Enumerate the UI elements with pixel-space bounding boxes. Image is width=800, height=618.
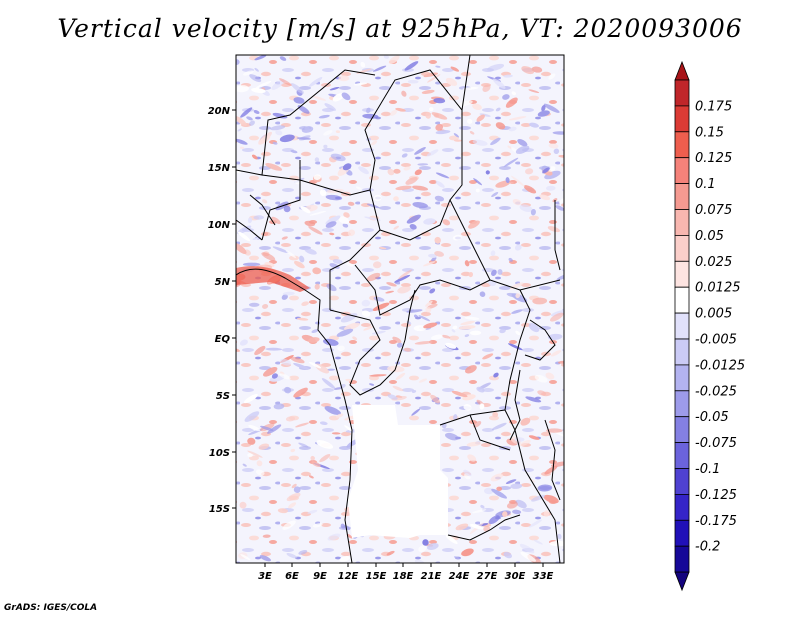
colorbar-segment	[674, 157, 690, 184]
colorbar-segment	[674, 519, 690, 547]
colorbar-label: 0.05	[695, 229, 724, 244]
x-tick-label: 33E	[533, 571, 554, 582]
colorbar-label: -0.05	[695, 410, 729, 425]
colorbar-label: -0.005	[695, 333, 737, 348]
x-tick-label: 3E	[258, 571, 272, 582]
colorbar-segment	[674, 545, 690, 573]
y-tick-label: 10S	[209, 448, 230, 459]
colorbar-label: -0.075	[695, 436, 737, 451]
colorbar-label: 0.0125	[695, 281, 741, 296]
colorbar-segment	[674, 338, 690, 366]
x-tick-label: 15E	[366, 571, 387, 582]
colorbar-segment	[674, 468, 690, 495]
colorbar-segment	[674, 312, 690, 340]
colorbar-segment	[674, 260, 690, 288]
colorbar-segment	[674, 183, 690, 210]
x-tick-label: 24E	[449, 571, 470, 582]
colorbar-label: 0.005	[695, 307, 732, 322]
y-tick-label: 15N	[208, 163, 231, 174]
colorbar-segment	[674, 131, 690, 159]
colorbar-segment	[674, 209, 690, 236]
colorbar-label: -0.2	[695, 540, 720, 555]
x-tick-label: 30E	[505, 571, 526, 582]
country-borders	[236, 55, 561, 563]
chart-title: Vertical velocity [m/s] at 925hPa, VT: 2…	[57, 14, 743, 43]
colorbar-segment	[674, 416, 690, 444]
colorbar-label: 0.075	[695, 203, 732, 218]
colorbar-label: -0.175	[695, 514, 737, 529]
map-frame	[235, 54, 565, 564]
colorbar-label: 0.15	[695, 125, 724, 140]
colorbar-label: 0.175	[695, 99, 732, 114]
y-tick-label: 10N	[208, 220, 231, 231]
colorbar-segment	[674, 105, 690, 133]
colorbar-label: -0.1	[695, 462, 720, 477]
x-tick-label: 21E	[421, 571, 442, 582]
y-tick-label: EQ	[215, 334, 231, 345]
colorbar-label: 0.025	[695, 255, 732, 270]
colorbar-label: -0.025	[695, 384, 737, 399]
colorbar-segment	[674, 234, 690, 262]
colorbar-segment	[674, 364, 690, 392]
colorbar-segment	[674, 493, 690, 521]
x-axis: 3E 6E 9E 12E 15E 18E 21E 24E 27E 30E 33E	[258, 563, 554, 582]
colorbar-label: 0.125	[695, 151, 732, 166]
colorbar-segment	[674, 286, 690, 314]
y-axis: 20N 15N 10N 5N EQ 5S 10S 15S	[208, 106, 236, 515]
colorbar-label: -0.0125	[695, 358, 745, 373]
colorbar-bottom-arrow	[674, 571, 690, 592]
y-tick-label: 5S	[216, 391, 230, 402]
y-tick-label: 15S	[209, 504, 230, 515]
colorbar-top-arrow	[674, 60, 690, 81]
x-tick-label: 27E	[477, 571, 498, 582]
colorbar-label: 0.1	[695, 177, 716, 192]
x-tick-label: 12E	[338, 571, 359, 582]
footer-credit: GrADS: IGES/COLA	[4, 603, 98, 613]
colorbar-segment	[674, 390, 690, 418]
map-plot-area	[236, 55, 564, 563]
velocity-field	[236, 55, 564, 563]
colorbar: 0.175 0.15 0.125 0.1 0.075 0.05 0.025 0.0125 0.0…	[674, 60, 745, 592]
y-tick-label: 20N	[208, 106, 231, 117]
colorbar-segment	[674, 79, 690, 107]
x-tick-label: 18E	[393, 571, 414, 582]
colorbar-segment	[674, 442, 690, 469]
x-tick-label: 6E	[285, 571, 299, 582]
y-tick-label: 5N	[215, 277, 231, 288]
x-tick-label: 9E	[313, 571, 327, 582]
colorbar-label: -0.125	[695, 488, 737, 503]
masked-region	[348, 405, 448, 538]
